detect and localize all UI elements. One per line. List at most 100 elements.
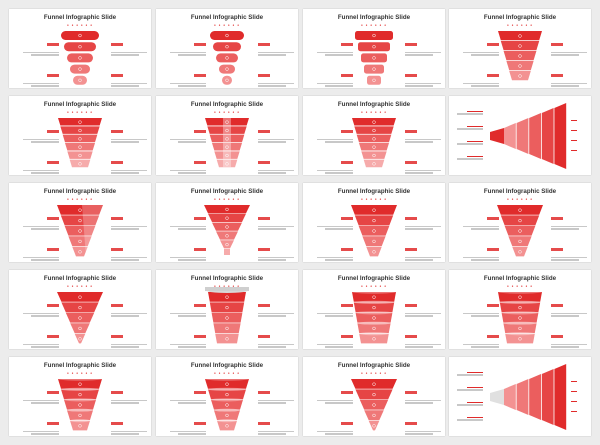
funnel-segment (355, 312, 393, 323)
text-line (325, 259, 353, 261)
text-block (459, 64, 499, 87)
text-block-heading (47, 161, 59, 164)
text-block (258, 325, 298, 348)
slide-thumbnail[interactable] (449, 96, 591, 175)
slide-thumbnail[interactable]: Funnel Infographic Slide ● ● ● ● ● ● (449, 183, 591, 262)
text-line (23, 344, 59, 346)
slide-thumbnail[interactable]: Funnel Infographic Slide ● ● ● ● ● ● (9, 357, 151, 436)
funnel-svg (352, 118, 396, 168)
funnel-segment (57, 292, 103, 302)
text-block (405, 325, 445, 348)
slide-thumbnail[interactable]: Funnel Infographic Slide ● ● ● ● ● ● (156, 183, 298, 262)
slide-thumbnail[interactable]: Funnel Infographic Slide ● ● ● ● ● ● (156, 9, 298, 88)
slide-thumbnail[interactable]: Funnel Infographic Slide ● ● ● ● ● ● (9, 183, 151, 262)
funnel-segment (65, 143, 95, 151)
step-icon (518, 326, 522, 331)
step-icon (225, 137, 229, 141)
text-line (405, 433, 433, 435)
slide-thumbnail[interactable]: Funnel Infographic Slide ● ● ● ● ● ● (449, 9, 591, 88)
funnel-segment (353, 302, 395, 313)
text-line (317, 313, 353, 315)
funnel-segment (505, 333, 535, 344)
slide-thumbnail[interactable]: Funnel Infographic Slide ● ● ● ● ● ● (449, 270, 591, 349)
funnel-segment (209, 134, 245, 143)
funnel-segment (503, 323, 537, 333)
slide-thumbnail[interactable]: Funnel Infographic Slide ● ● ● ● ● ● (303, 357, 445, 436)
text-line (405, 228, 433, 230)
slide-thumbnail[interactable]: Funnel Infographic Slide ● ● ● ● ● ● (9, 270, 151, 349)
step-icon (225, 403, 229, 407)
step-icon (372, 78, 376, 82)
funnel-segment (67, 410, 93, 420)
funnel-segment (361, 151, 387, 159)
step-icon (372, 403, 376, 407)
slide-thumbnail[interactable]: Funnel Infographic Slide ● ● ● ● ● ● (303, 270, 445, 349)
slide-thumbnail[interactable] (449, 357, 591, 436)
title-divider-dots: ● ● ● ● ● ● (360, 197, 388, 201)
step-icon (225, 153, 229, 158)
text-block-heading (405, 161, 417, 164)
step-icon (225, 45, 229, 49)
funnel-graphic (204, 205, 250, 255)
text-line (23, 400, 59, 402)
text-block-heading (341, 391, 353, 394)
text-line (317, 257, 353, 259)
step-icon (372, 316, 376, 320)
text-line (258, 257, 294, 259)
text-line (23, 52, 59, 54)
text-line (405, 170, 441, 172)
text-line (170, 52, 206, 54)
funnel-segment (217, 420, 237, 431)
funnel-segment (529, 113, 541, 159)
text-line (31, 315, 59, 317)
text-block (258, 120, 298, 143)
step-icon (78, 316, 82, 320)
text-block (313, 381, 353, 404)
slide-thumbnail[interactable]: Funnel Infographic Slide ● ● ● ● ● ● (303, 183, 445, 262)
text-line (111, 346, 139, 348)
text-block-heading (47, 304, 59, 307)
slide-thumbnail[interactable]: Funnel Infographic Slide ● ● ● ● ● ● (9, 96, 151, 175)
text-block-heading (258, 43, 270, 46)
text-line (258, 346, 286, 348)
step-icon (225, 424, 229, 428)
text-line (405, 257, 441, 259)
text-line (463, 257, 499, 259)
step-icon (372, 326, 376, 331)
text-block (313, 120, 353, 143)
text-block-heading (551, 74, 563, 77)
text-line (457, 389, 483, 391)
text-block (111, 412, 151, 435)
funnel-segment (504, 225, 536, 236)
funnel-segment (211, 312, 243, 323)
funnel-segment (359, 333, 389, 344)
text-line (317, 83, 353, 85)
text-line (111, 52, 147, 54)
slide-thumbnail[interactable]: Funnel Infographic Slide ● ● ● ● ● ● (303, 9, 445, 88)
funnel-segment (354, 126, 394, 134)
text-line (258, 402, 286, 404)
slide-thumbnail[interactable]: Funnel Infographic Slide ● ● ● ● ● ● (156, 357, 298, 436)
step-icon (225, 337, 229, 341)
funnel-svg (498, 31, 542, 81)
text-block-heading (405, 43, 417, 46)
funnel-svg (490, 103, 577, 169)
funnel-segment (504, 123, 516, 149)
slide-thumbnail[interactable]: Funnel Infographic Slide ● ● ● ● ● ● (156, 270, 298, 349)
text-block (111, 33, 151, 56)
text-block-heading (111, 217, 123, 220)
slide-thumbnail[interactable]: Funnel Infographic Slide ● ● ● ● ● ● (9, 9, 151, 88)
step-icon (78, 326, 82, 331)
funnel-graphic (490, 103, 577, 169)
step-icon (372, 305, 376, 310)
text-line (471, 228, 499, 230)
slide-thumbnail[interactable]: Funnel Infographic Slide ● ● ● ● ● ● (156, 96, 298, 175)
text-block-heading (194, 130, 206, 133)
slide-thumbnail[interactable]: Funnel Infographic Slide ● ● ● ● ● ● (303, 96, 445, 175)
text-block (551, 294, 591, 317)
text-block (166, 412, 206, 435)
text-line (31, 346, 59, 348)
step-icon (518, 250, 522, 254)
text-line (258, 170, 294, 172)
text-block-heading (194, 335, 206, 338)
